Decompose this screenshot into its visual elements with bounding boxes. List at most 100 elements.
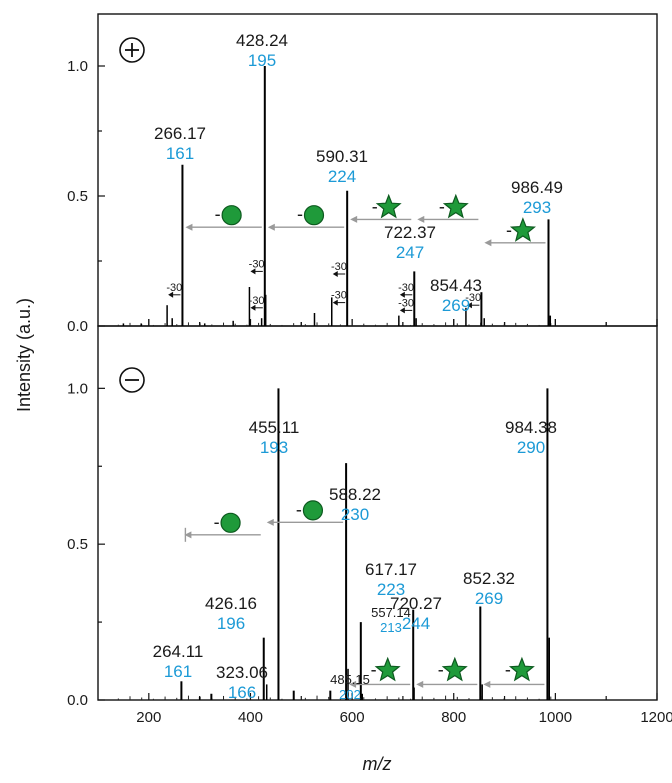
y-tick-label: 0.0 [67, 692, 88, 709]
loss-arrowhead [168, 291, 174, 298]
loss-label: -30 [398, 282, 414, 294]
peak-number-label: 269 [475, 589, 503, 608]
neutral-loss-arrowhead [350, 215, 358, 223]
x-tick-label: 1200 [640, 709, 672, 726]
peak-mz-label: 852.32 [463, 569, 515, 588]
peak-bars [117, 66, 552, 700]
y-tick-label: 0.5 [67, 188, 88, 205]
star-symbol [442, 193, 469, 219]
mode-symbol-circle [119, 37, 145, 63]
peak-number-label: 202 [339, 687, 361, 702]
circle-symbol [302, 500, 324, 521]
peak-number-label: 247 [396, 243, 424, 262]
peak-number-label: 223 [377, 580, 405, 599]
star-symbol [374, 656, 401, 682]
x-axis-title: m/z [363, 754, 392, 774]
loss-label: -30 [331, 261, 347, 273]
peak-mz-label: 557.14 [371, 605, 411, 620]
peak-mz-label: 485.15 [330, 672, 370, 687]
y-tick-label: 1.0 [67, 380, 88, 397]
neutral-loss-prefix: - [297, 204, 303, 224]
neutral-loss-arrowhead [267, 223, 275, 231]
loss-arrowhead [332, 299, 338, 306]
peak-mz-label: 986.49 [511, 178, 563, 197]
peak-mz-label: 720.27 [390, 594, 442, 613]
x-tick-label: 1000 [539, 709, 572, 726]
loss-arrowhead [250, 268, 256, 275]
peak-number-label: 196 [217, 614, 245, 633]
neutral-loss-prefix: - [215, 204, 221, 224]
neutral-loss-arrowhead [185, 223, 193, 231]
neutral-loss-prefix: - [506, 220, 512, 240]
neutral-loss-arrowhead [184, 531, 192, 539]
circle-symbol [221, 205, 242, 226]
neutral-loss-prefix: - [296, 499, 302, 519]
neutral-loss-prefix: - [214, 512, 220, 532]
neutral-loss-arrowhead [417, 215, 425, 223]
peak-number-label: 195 [248, 51, 276, 70]
neutral-loss-arrowhead [483, 680, 491, 688]
loss-label: -30 [166, 282, 182, 294]
peak-number-label: 213 [380, 620, 402, 635]
loss-arrowhead [250, 304, 256, 311]
peak-number-label: 161 [164, 662, 192, 681]
loss-label: -30 [465, 292, 481, 304]
peak-number-label: 290 [517, 438, 545, 457]
peak-mz-label: 455.11 [249, 418, 300, 437]
x-tick-label: 800 [441, 709, 466, 726]
peak-mz-label: 426.16 [205, 594, 257, 613]
star-symbol [441, 656, 468, 682]
peak-mz-label: 617.17 [365, 560, 417, 579]
circle-symbol [220, 512, 241, 533]
peak-mz-label: 854.43 [430, 276, 482, 295]
neutral-loss-prefix: - [372, 196, 378, 216]
neutral-loss-prefix: - [505, 659, 511, 679]
peak-mz-label: 428.24 [236, 31, 288, 50]
loss-label: -30 [331, 290, 347, 302]
axes-frame [97, 13, 658, 701]
loss-arrowhead [399, 307, 405, 314]
loss-label: -30 [249, 258, 265, 270]
neutral-loss-arrowhead [416, 680, 424, 688]
labels: 0.0 0.5 1.0 -30 -30 -30 -30 -30 -30 -30 -30 - - - - - 0.… [67, 31, 672, 774]
peak-number-label: 293 [523, 198, 551, 217]
neutral-loss-arrowhead [349, 680, 357, 688]
peak-mz-label: 264.11 [153, 642, 204, 661]
peak-number-label: 269 [442, 296, 470, 315]
x-tick-label: 400 [238, 709, 263, 726]
neutral-loss-prefix: - [438, 659, 444, 679]
peak-mz-label: 266.17 [154, 124, 206, 143]
peak-number-label: 230 [341, 505, 369, 524]
loss-arrowhead [332, 271, 338, 277]
loss-arrowhead [399, 291, 405, 298]
peak-number-label: 166 [228, 683, 256, 702]
peak-number-label: 244 [402, 614, 430, 633]
star-symbol [375, 193, 402, 219]
peak-number-label: 193 [260, 438, 288, 457]
y-tick-label: 0.0 [67, 318, 88, 335]
circle-symbol [303, 205, 325, 226]
loss-label: -30 [249, 295, 265, 307]
panel-frame-negative [97, 325, 658, 701]
star-symbol [508, 656, 535, 682]
y-tick-label: 0.5 [67, 536, 88, 553]
peak-number-label: 224 [328, 167, 356, 186]
loss-label: -30 [398, 297, 414, 309]
neutral-loss-arrowhead [484, 239, 492, 247]
y-tick-label: 1.0 [67, 58, 88, 75]
peak-mz-label: 722.37 [384, 223, 436, 242]
x-tick-label: 600 [340, 709, 365, 726]
neutral-loss-prefix: - [439, 196, 445, 216]
loss-arrowhead [466, 302, 472, 309]
peak-mz-label: 984.38 [505, 418, 557, 437]
neutral-loss-prefix: - [371, 659, 377, 679]
y-axis-title: Intensity (a.u.) [14, 298, 34, 412]
mode-symbol-circle [119, 367, 145, 393]
peak-mz-label: 323.06 [216, 663, 268, 682]
peak-mz-label: 590.31 [316, 147, 368, 166]
x-tick-label: 200 [136, 709, 161, 726]
neutral-loss-arrowhead [266, 518, 274, 526]
peak-number-label: 161 [166, 144, 194, 163]
annotations [119, 37, 546, 688]
